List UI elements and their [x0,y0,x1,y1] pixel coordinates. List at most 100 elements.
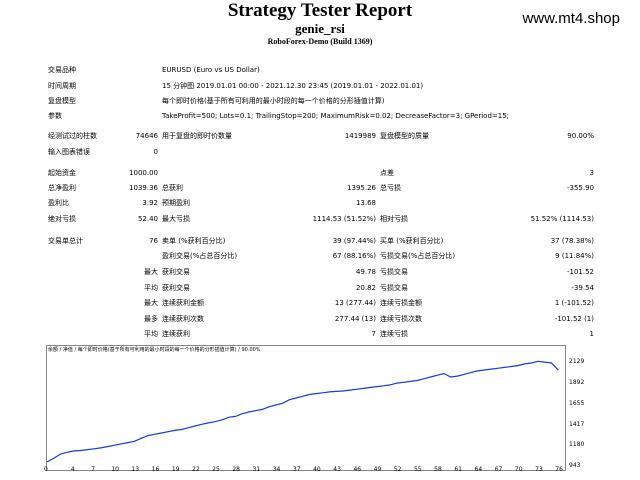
x-tick-label: 7 [91,466,95,473]
profit-trades-label: 盈利交易(%占总百分比) [162,252,238,260]
spread-label: 点差 [380,169,394,177]
avg-profit-value: 20.82 [355,284,376,292]
x-tick-label: 25 [212,466,220,473]
grossprofit-label: 总获利 [162,184,183,192]
deposit-label: 起始资金 [48,169,76,177]
x-tick-label: 52 [393,466,402,473]
cons-losses-value: 1 (-101.52) [554,299,594,307]
x-tick-label: 28 [232,466,240,473]
x-tick-label: 64 [474,466,483,473]
deposit-value: 1000.00 [129,169,158,177]
chart-legend: 余额 / 净值 / 每个即时价格(基于所有可利用的最小时段的每一个价格的分形插值… [48,347,261,353]
cons-profit-value: 277.44 (13) [334,315,376,323]
spread-value: 3 [589,169,594,177]
expected-label: 预期盈利 [162,199,190,207]
avg-loss-label: 亏损交易 [380,284,408,292]
x-tick-label: 46 [353,466,362,473]
balance-line [46,360,559,463]
x-tick-label: 49 [373,466,382,473]
cons-wins-label: 连续获利金额 [162,299,204,307]
long-label: 买单 (%获利百分比) [380,237,444,245]
x-tick-label: 34 [272,466,281,473]
x-tick-label: 4 [70,466,75,473]
bars-label: 经测试过的柱数 [48,132,97,140]
largest-loss-value: -101.52 [566,268,594,276]
cons-loss-value: -101.52 (1) [554,315,594,323]
info-label: 时间周期 [48,82,76,90]
absdd-value: 52.40 [137,215,158,223]
avg-cons-wins-label: 连续获利 [162,330,190,338]
x-tick-label: 13 [131,466,140,473]
x-tick-label: 37 [292,466,301,473]
watermark: www.mt4.shop [522,10,620,27]
x-tick-label: 61 [454,466,462,473]
avg-cons-wins-value: 7 [371,330,376,338]
x-tick-label: 16 [151,466,160,473]
row-label: 平均 [144,284,158,292]
netprofit-value: 1039.36 [129,184,158,192]
info-label: 复盘模型 [48,97,76,105]
cons-profit-label: 连续获利次数 [162,315,204,323]
expected-value: 13.68 [355,199,376,207]
cons-loss-label: 连续亏损次数 [380,315,422,323]
x-tick-label: 10 [111,466,119,473]
loss-trades-value: 9 (11.84%) [555,252,594,260]
x-tick-label: 31 [252,466,261,473]
row-label: 平均 [144,330,158,338]
errors-label: 输入图表错误 [48,148,90,156]
avg-cons-losses-label: 连续亏损 [380,330,408,338]
short-value: 39 (97.44%) [332,237,376,245]
info-label: 参数 [48,112,62,120]
absdd-label: 绝对亏损 [48,215,76,223]
x-tick-label: 76 [555,466,563,473]
y-tick-label: 943 [569,462,581,469]
x-tick-label: 58 [434,466,442,473]
quality-value: 90.00% [567,132,594,140]
info-value: TakeProfit=500; Lots=0.1; TrailingStop=2… [162,112,510,120]
total-trades-label: 交易单总计 [48,237,83,245]
report-title: Strategy Tester Report [227,0,413,21]
row-label: 最多 [144,315,158,323]
netprofit-label: 总净盈利 [48,184,76,192]
long-value: 37 (78.38%) [550,237,594,245]
row-label: 最大 [144,268,158,276]
x-tick-label: 40 [313,466,321,473]
quality-label: 复盘模型的质量 [380,132,429,140]
balance-chart [46,345,566,471]
maxdd-label: 最大亏损 [162,215,190,223]
info-label: 交易品种 [48,66,76,74]
avg-loss-value: -39.54 [571,284,594,292]
y-tick-label: 1655 [569,399,585,407]
total-trades-value: 76 [149,237,158,245]
avg-cons-losses-value: 1 [589,330,594,338]
reldd-value: 51.52% (1114.53) [530,215,594,223]
info-value: EURUSD (Euro vs US Dollar) [162,66,260,74]
info-value: 每个即时价格(基于所有可利用的最小时段的每一个价格的分形插值计算) [162,97,385,105]
largest-loss-label: 亏损交易 [380,268,408,276]
x-tick-label: 73 [535,466,543,473]
y-tick-label: 1892 [569,378,585,386]
y-tick-label: 1180 [569,441,585,449]
x-tick-label: 0 [44,466,48,473]
errors-value: 0 [153,148,158,156]
ticks-label: 用于复盘的即时价数量 [162,132,232,140]
cons-losses-label: 连续亏损金额 [380,299,422,307]
pf-value: 3.92 [142,199,158,207]
avg-profit-label: 获利交易 [162,284,190,292]
x-tick-label: 55 [414,466,422,473]
reldd-label: 相对亏损 [380,215,408,223]
bars-value: 74646 [135,132,158,140]
ticks-value: 1419989 [344,132,376,140]
x-tick-label: 22 [192,466,200,473]
largest-profit-label: 获利交易 [162,268,190,276]
x-tick-label: 43 [333,466,341,473]
grossprofit-value: 1395.26 [347,184,376,192]
x-tick-label: 67 [494,466,503,473]
server-build: RoboForex-Demo (Build 1369) [267,37,373,46]
x-tick-label: 70 [514,466,523,473]
grossloss-label: 总亏损 [380,184,401,192]
cons-wins-value: 13 (277.44) [334,299,376,307]
expert-name: genie_rsi [295,21,345,36]
balance-chart-svg [46,360,559,463]
short-label: 卖单 (%获利百分比) [162,237,226,245]
